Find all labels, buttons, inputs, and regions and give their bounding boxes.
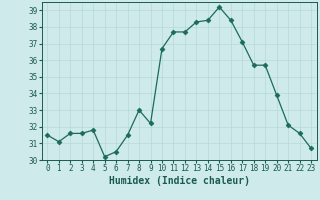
X-axis label: Humidex (Indice chaleur): Humidex (Indice chaleur) [109, 176, 250, 186]
